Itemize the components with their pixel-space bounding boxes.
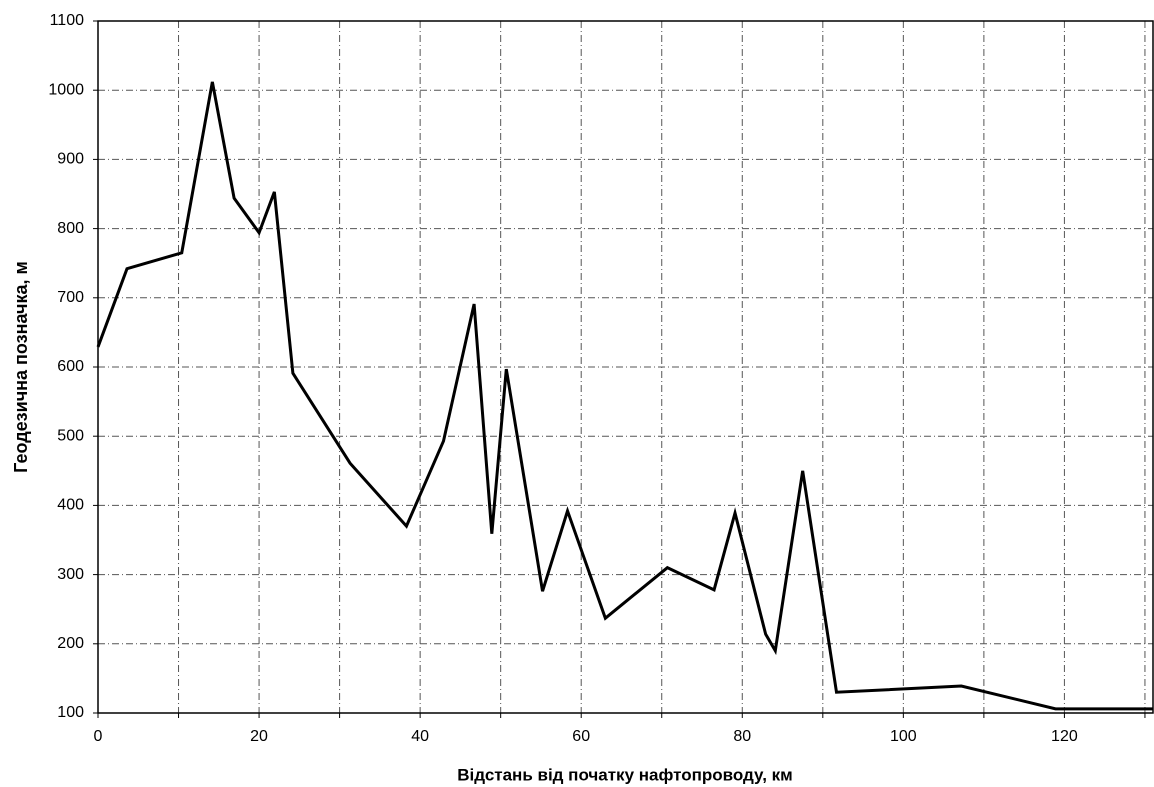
y-tick-label: 100 xyxy=(57,704,84,721)
x-tick-label: 0 xyxy=(94,728,103,745)
x-tick-label: 20 xyxy=(250,728,268,745)
y-tick-label: 400 xyxy=(57,497,84,514)
y-tick-label: 600 xyxy=(57,358,84,375)
x-axis-title: Відстань від початку нафтопроводу, км xyxy=(457,765,792,784)
y-tick-label: 500 xyxy=(57,427,84,444)
plot-frame xyxy=(97,20,1154,714)
y-tick-label: 800 xyxy=(57,220,84,237)
y-tick-label: 1100 xyxy=(50,12,85,29)
x-tick-label: 120 xyxy=(1051,728,1078,745)
x-tick-label: 100 xyxy=(890,728,917,745)
y-tick-label: 700 xyxy=(57,289,84,306)
y-tick-label: 300 xyxy=(57,566,84,583)
x-tick-label: 60 xyxy=(572,728,590,745)
y-tick-label: 1000 xyxy=(48,81,84,98)
x-tick-label: 80 xyxy=(733,728,751,745)
data-line xyxy=(96,81,1153,711)
y-axis-title: Геодезична позначка, м xyxy=(11,261,31,473)
y-tick-label: 900 xyxy=(57,151,84,168)
x-tick-label: 40 xyxy=(411,728,429,745)
y-tick-label: 200 xyxy=(57,635,84,652)
